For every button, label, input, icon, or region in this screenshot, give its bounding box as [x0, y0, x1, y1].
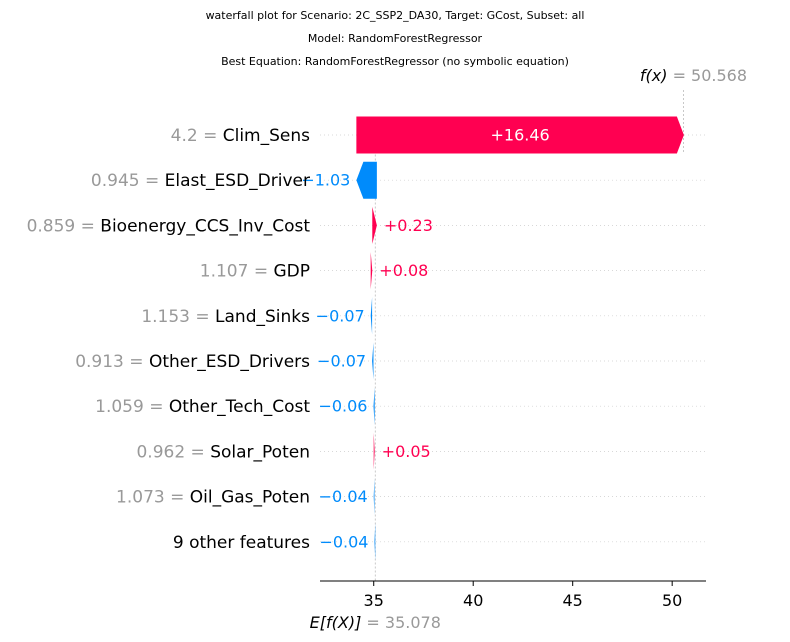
waterfall-bar	[370, 297, 373, 335]
feature-label: 0.913 = Other_ESD_Drivers	[75, 352, 310, 372]
contribution-label: −0.06	[318, 397, 367, 416]
contribution-label: +0.08	[379, 261, 428, 280]
chart-subtitle-model: Model: RandomForestRegressor	[307, 32, 483, 45]
waterfall-bar	[372, 342, 374, 380]
feature-label: 1.107 = GDP	[200, 262, 310, 282]
contribution-label: +0.23	[384, 216, 433, 235]
feature-label: 0.859 = Bioenergy_CCS_Inv_Cost	[27, 216, 311, 236]
x-tick-label: 40	[463, 591, 483, 610]
base-value-label: E[f(X)] = 35.078	[310, 613, 441, 632]
x-tick-label: 50	[662, 591, 682, 610]
feature-label: 0.945 = Elast_ESD_Driver	[91, 171, 310, 191]
feature-label: 4.2 = Clim_Sens	[171, 126, 310, 146]
contribution-label: −0.07	[317, 352, 366, 371]
chart-subtitle-equation: Best Equation: RandomForestRegressor (no…	[221, 55, 569, 68]
contribution-label: −0.04	[319, 532, 368, 551]
chart-title: waterfall plot for Scenario: 2C_SSP2_DA3…	[205, 9, 585, 22]
feature-label: 1.073 = Oil_Gas_Poten	[116, 488, 310, 508]
waterfall-bar	[356, 116, 684, 154]
feature-label: 0.962 = Solar_Poten	[136, 442, 310, 462]
feature-label: 1.059 = Other_Tech_Cost	[95, 397, 310, 417]
x-tick-label: 35	[364, 591, 384, 610]
feature-label: 1.153 = Land_Sinks	[141, 307, 310, 327]
waterfall-bar	[373, 478, 375, 516]
contribution-label: +0.05	[382, 442, 431, 461]
waterfall-bar	[373, 387, 375, 425]
waterfall-bar	[370, 252, 373, 290]
waterfall-bar	[374, 523, 376, 561]
contribution-label: −1.03	[301, 171, 350, 190]
feature-label: 9 other features	[173, 533, 310, 553]
contribution-label: −0.04	[319, 487, 368, 506]
contribution-label: −0.07	[316, 306, 365, 325]
waterfall-bar	[356, 161, 377, 199]
x-tick-label: 45	[563, 591, 583, 610]
waterfall-bar	[372, 206, 377, 244]
contribution-label: +16.46	[491, 126, 550, 145]
final-value-label: f(x) = 50.568	[640, 66, 747, 85]
waterfall-bar	[373, 432, 375, 470]
